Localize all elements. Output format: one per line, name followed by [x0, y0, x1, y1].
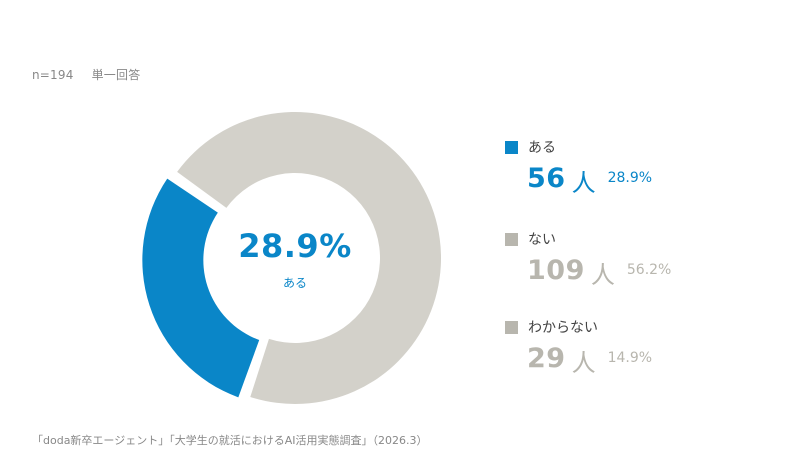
legend-label: ない [528, 232, 556, 248]
legend-percent: 14.9% [607, 350, 653, 366]
legend-count: 56 [527, 163, 566, 194]
legend-item-wakaranai: わからない 29 人 14.9% [505, 317, 653, 377]
center-percent: 28.9% [238, 227, 352, 265]
legend-label: ある [528, 140, 556, 156]
legend-count: 109 [527, 255, 585, 286]
legend-percent: 28.9% [607, 170, 653, 186]
survey-meta: n=194 単一回答 [32, 66, 140, 83]
donut-segment-aru [142, 178, 260, 398]
legend-unit: 人 [590, 261, 615, 289]
legend-percent: 56.2% [626, 262, 672, 278]
legend-item-nai: ない 109 人 56.2% [505, 229, 672, 289]
legend-unit: 人 [571, 169, 596, 197]
legend-unit: 人 [571, 349, 596, 377]
sample-size: n=194 [32, 68, 74, 82]
center-label: ある [282, 276, 307, 290]
legend-count: 29 [527, 343, 566, 374]
question-type: 単一回答 [91, 68, 141, 82]
legend-item-aru: ある 56 人 28.9% [505, 137, 653, 197]
legend-swatch [505, 232, 518, 246]
legend-label: わからない [528, 320, 598, 336]
legend-swatch [505, 140, 518, 154]
source-citation: 「doda新卒エージェント」「大学生の就活におけるAI活用実態調査」（2026.… [32, 434, 428, 447]
donut-segment-other [177, 111, 442, 404]
legend-swatch [505, 320, 518, 334]
